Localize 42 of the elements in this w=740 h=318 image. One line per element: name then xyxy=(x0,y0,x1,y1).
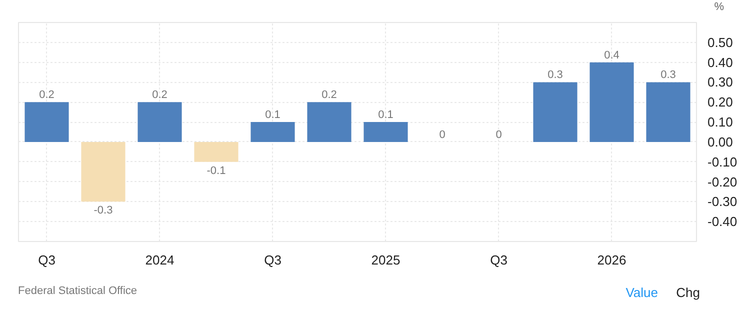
bar xyxy=(364,122,408,142)
data-label: 0.3 xyxy=(660,69,676,82)
y-tick-label: -0.10 xyxy=(708,154,738,170)
y-tick-label: -0.30 xyxy=(708,194,738,210)
x-tick-label: Q3 xyxy=(264,252,282,268)
y-tick-label: 0.40 xyxy=(708,54,733,70)
data-label: 0 xyxy=(496,128,502,141)
y-tick-label: 0.20 xyxy=(708,94,733,110)
data-label: 0.3 xyxy=(548,69,563,82)
data-label: 0.1 xyxy=(378,109,394,122)
data-label: -0.3 xyxy=(94,204,113,217)
bar xyxy=(81,142,126,202)
data-label: 0.2 xyxy=(39,89,54,102)
x-tick-label: 2025 xyxy=(371,252,400,268)
x-tick-label: 2026 xyxy=(597,252,626,268)
text: Chg xyxy=(676,284,700,302)
y-tick-label: 0.10 xyxy=(708,114,733,130)
data-label: -0.1 xyxy=(206,164,226,177)
bar xyxy=(194,142,238,162)
bar xyxy=(24,102,69,142)
bar xyxy=(250,122,295,142)
bar xyxy=(533,82,578,142)
x-tick-label: 2024 xyxy=(145,252,174,268)
y-tick-label: 0.50 xyxy=(708,34,733,50)
bar xyxy=(590,62,634,142)
text: Value xyxy=(626,284,658,302)
y-tick-label: 0.30 xyxy=(708,74,733,90)
text: Federal Statistical Office xyxy=(18,284,138,299)
data-label: 0 xyxy=(439,128,446,141)
bar xyxy=(138,102,182,142)
bar xyxy=(307,102,352,142)
y-tick-label: -0.20 xyxy=(708,174,738,190)
data-label: 0.2 xyxy=(152,89,168,102)
y-tick-label: 0.00 xyxy=(708,134,733,150)
data-label: 0.2 xyxy=(322,89,337,102)
x-tick-label: Q3 xyxy=(490,252,508,268)
data-label: 0.4 xyxy=(604,49,620,62)
y-axis-title: % xyxy=(714,0,724,15)
x-tick-label: Q3 xyxy=(38,252,56,268)
y-tick-label: -0.40 xyxy=(708,214,738,230)
bar xyxy=(646,82,690,142)
data-label: 0.1 xyxy=(265,109,280,122)
